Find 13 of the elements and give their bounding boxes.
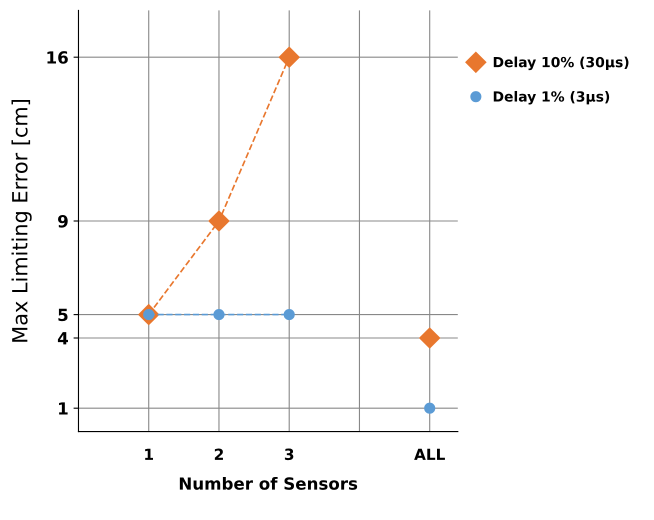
x-tick-label: 1 [145, 448, 153, 460]
y-tick-label: 9 [58, 214, 68, 228]
y-tick-label: 16 [47, 51, 68, 64]
x-tick-label: 2 [214, 448, 223, 460]
y-tick-label: 4 [58, 332, 68, 344]
y-tick-label: 1 [59, 402, 68, 415]
x-tick-label: 3 [284, 448, 294, 460]
legend-label: Delay 1% (3µs) [494, 90, 610, 105]
legend-label: Delay 10% (30µs) [494, 56, 628, 70]
y-axis-title: Max Limiting Error [cm] [12, 100, 32, 342]
x-tick-label: ALL [414, 448, 445, 460]
y-tick-label: 5 [58, 308, 68, 322]
x-axis-title: Number of Sensors [180, 476, 358, 490]
